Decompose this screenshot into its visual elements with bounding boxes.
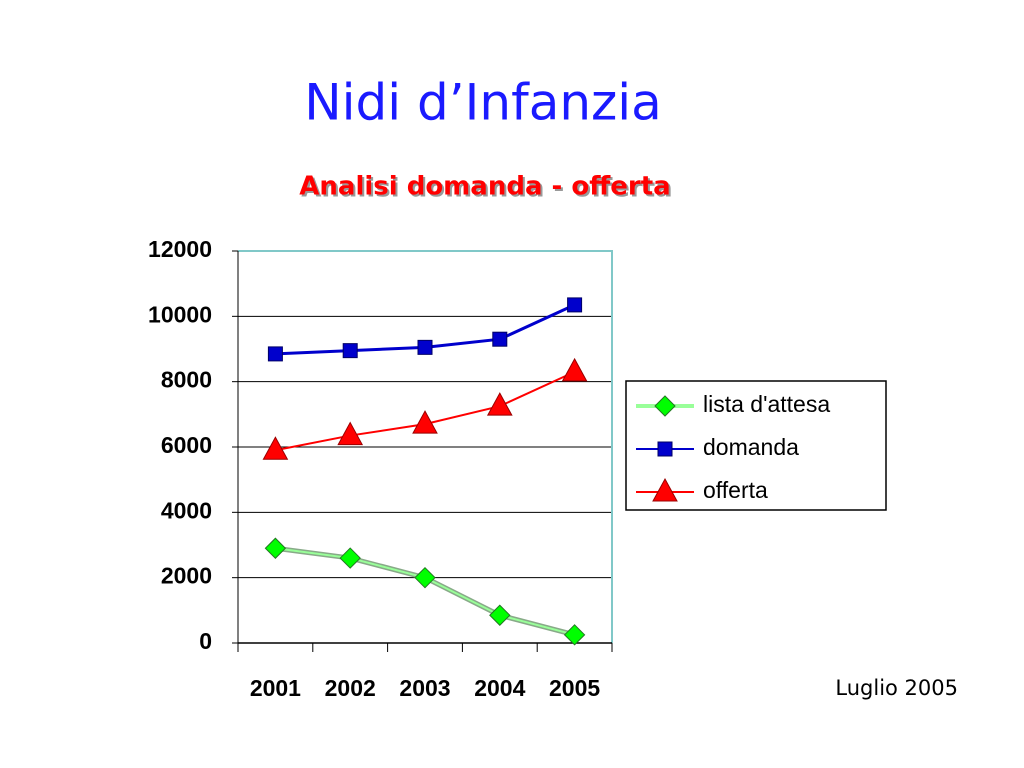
legend-label: domanda xyxy=(703,434,799,460)
data-point xyxy=(267,346,283,362)
data-point xyxy=(561,357,588,382)
y-tick-label: 6000 xyxy=(161,432,212,458)
data-point xyxy=(489,604,511,626)
chart-title: Nidi d’Infanzia xyxy=(304,74,662,132)
y-tick-label: 10000 xyxy=(148,301,212,327)
y-tick-label: 2000 xyxy=(161,563,212,589)
x-tick-label: 2002 xyxy=(325,675,376,701)
legend-marker xyxy=(654,395,676,417)
data-point xyxy=(412,410,438,434)
y-tick-label: 12000 xyxy=(148,236,212,262)
data-point xyxy=(262,436,289,460)
data-point xyxy=(567,297,583,313)
legend-label: lista d'attesa xyxy=(703,391,830,417)
data-point xyxy=(337,421,364,446)
data-point xyxy=(264,537,287,559)
data-point xyxy=(563,624,586,646)
annotation: Luglio 2005 xyxy=(835,676,958,700)
data-point xyxy=(417,339,433,355)
plot-border xyxy=(238,250,613,643)
series-line-outline xyxy=(275,545,576,638)
x-tick-label: 2005 xyxy=(549,675,600,701)
data-point xyxy=(342,343,358,359)
x-tick-label: 2001 xyxy=(250,675,301,701)
y-tick-label: 8000 xyxy=(161,367,212,393)
subtitle-shadow: Analisi domanda - offerta xyxy=(301,174,672,204)
legend-marker xyxy=(657,441,673,457)
legend-label: offerta xyxy=(703,477,768,503)
x-tick-label: 2003 xyxy=(399,675,450,701)
legend-marker xyxy=(652,477,678,502)
data-point xyxy=(339,547,361,569)
data-point xyxy=(486,392,513,416)
y-tick-label: 4000 xyxy=(161,497,212,523)
data-point xyxy=(492,331,508,347)
data-point xyxy=(414,566,436,589)
x-tick-label: 2004 xyxy=(474,675,525,701)
chart-subtitle: Analisi domanda - offerta xyxy=(299,172,670,202)
y-tick-label: 0 xyxy=(199,628,212,654)
